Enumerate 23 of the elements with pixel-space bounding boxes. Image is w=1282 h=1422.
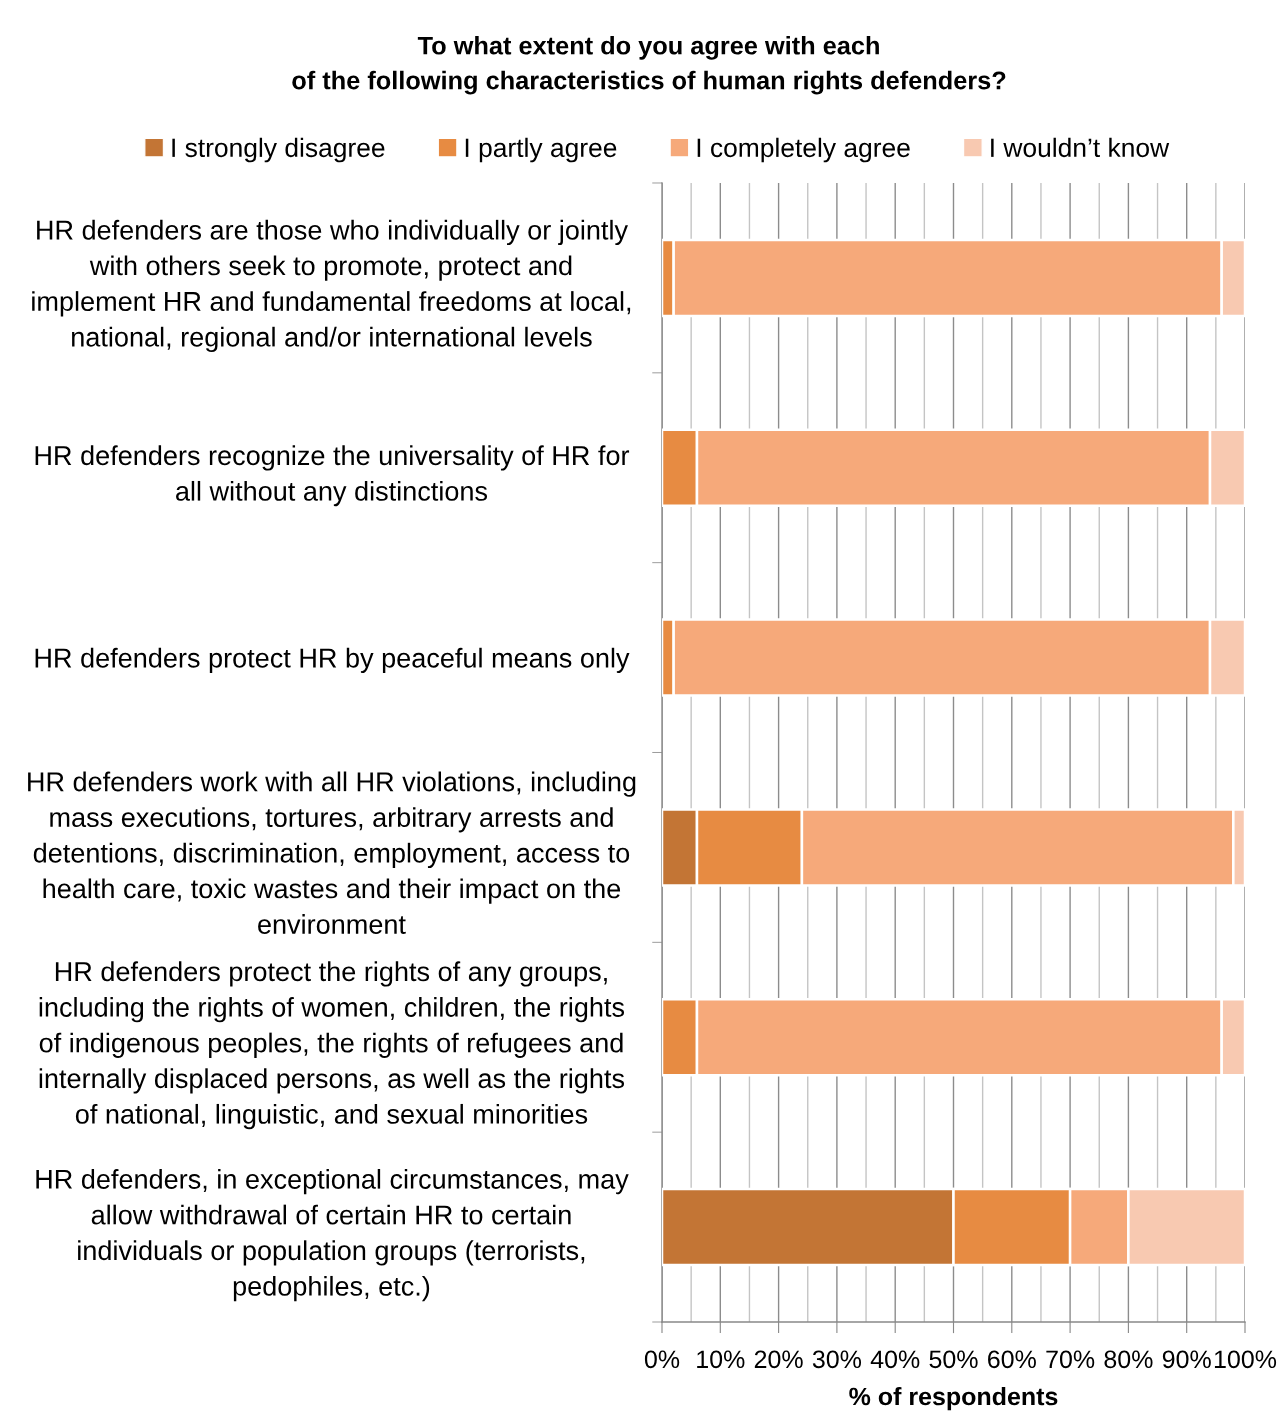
x-tick-label: 10% [697, 1350, 745, 1369]
x-axis-title: % of respondents [849, 1386, 1058, 1411]
x-tick-label: 80% [1104, 1350, 1153, 1369]
y-tick-label: HR defenders, in exceptional circumstances, may allow withdrawal of certain HR to certain individuals or population groups (terrorists, pedophiles, etc.) [36, 1169, 629, 1302]
y-tick-label: HR defenders protect HR by peaceful means only [35, 647, 630, 674]
x-tick-label: 70% [1046, 1350, 1095, 1369]
legend-label: I wouldn’t know [991, 137, 1170, 158]
y-tick-label: HR defenders work with all HR violations, including mass executions, tortures, arbitrary arrests and detentions, discrimination, employment, access to health care, toxic wastes and their impact on the environment [28, 771, 636, 934]
x-tick-label: 90% [1162, 1350, 1211, 1369]
x-tick-label: 0% [644, 1350, 680, 1369]
x-tick-label: 60% [988, 1350, 1036, 1369]
y-tick-label: HR defenders recognize the universality of HR for all without any distinctions [35, 445, 630, 507]
x-tick-label: 40% [870, 1350, 920, 1369]
y-tick-label: HR defenders protect the rights of any groups, including the rights of women, children, the rights of indigenous peoples, the rights of refugees and internally displaced persons, as well as the rights of national, linguistic, and sexual minorities [39, 961, 625, 1130]
legend-label: I strongly disagree [172, 137, 385, 163]
x-tick-label: 30% [812, 1350, 862, 1369]
x-tick-label: 50% [929, 1350, 978, 1369]
y-tick-label: HR defenders are those who individually or jointly with others seek to promote, protect and implement HR and fundamental freedoms at local, national, regional and/or international levels [32, 219, 631, 353]
chart-title: To what extent do you agree with each of the following characteristics of human rights defenders? [292, 36, 1006, 95]
legend-label: I completely agree [697, 137, 910, 163]
x-tick-label: 20% [754, 1350, 803, 1369]
x-tick-label: 100% [1214, 1350, 1277, 1369]
legend-label: I partly agree [465, 137, 617, 163]
